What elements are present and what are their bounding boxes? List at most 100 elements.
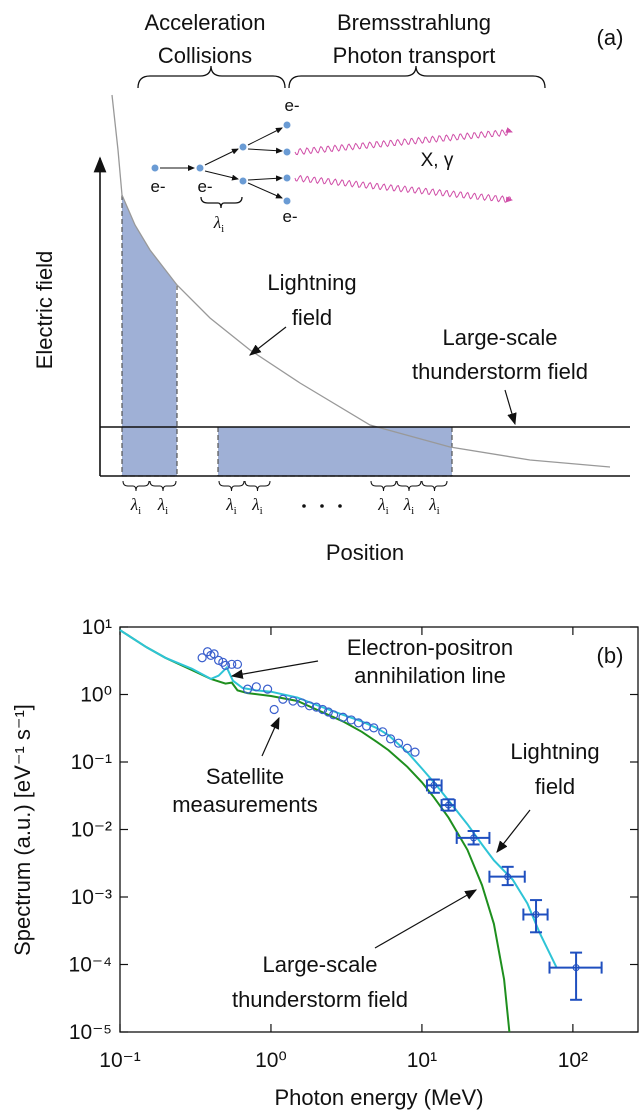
lambda-symbol: λ [130, 495, 138, 514]
measurement-point [197, 653, 207, 663]
measurement-point [378, 727, 388, 737]
measurement-point [278, 694, 288, 704]
curve-label: Large-scale [443, 325, 558, 350]
y-axis-label: Electric field [32, 251, 57, 370]
annotation: Large-scale [263, 952, 378, 977]
lambda-subscript: i [411, 505, 414, 517]
measurement-point [288, 696, 298, 706]
lambda-subscript: i [260, 505, 263, 517]
brace [244, 480, 271, 492]
measurement-point [338, 712, 348, 722]
arrow [504, 389, 517, 426]
curve [119, 629, 558, 969]
stage-label: Photon transport [333, 43, 496, 68]
y-tick-label: 10⁻⁴ [69, 954, 112, 977]
annotation: Electron-positron [347, 635, 513, 660]
photon-label: X, γ [421, 150, 454, 171]
lambda-braces [122, 480, 448, 492]
electron-dots [151, 121, 291, 205]
measurement-point [393, 738, 404, 748]
photon-wave [294, 127, 513, 156]
lambda-symbol: λ [251, 495, 259, 514]
measurement-point [311, 702, 322, 712]
measurement-point [220, 660, 231, 670]
measurement-point [318, 704, 328, 715]
annotation: annihilation line [354, 663, 506, 688]
measurement-point [214, 655, 224, 666]
error-point [445, 801, 453, 809]
lambda-subscript: i [165, 505, 168, 517]
annotation: Satellite [206, 764, 284, 789]
y-tick-label: 10¹ [82, 616, 112, 639]
measurement-point [242, 684, 253, 694]
brace [421, 480, 448, 492]
error-point [532, 911, 540, 919]
stage-label: Collisions [158, 43, 252, 68]
curve-label: field [292, 305, 332, 330]
lambda-label: λi [130, 495, 141, 517]
lambda-label: λi [157, 495, 168, 517]
lambda-subscript: i [386, 505, 389, 517]
arrow [496, 809, 531, 853]
panel-b: 10⁻¹ 10⁰ 10¹ 10² 10⁻⁵ 10⁻⁴ 10⁻³ 10⁻² 10⁻¹ 10⁰ 10¹ P… [10, 616, 639, 1110]
arrow [249, 326, 287, 356]
lambda-symbol: λ [157, 495, 165, 514]
error-point [430, 781, 438, 789]
y-axis-label: Spectrum (a.u.) [eV⁻¹ s⁻¹] [10, 704, 35, 956]
electron-label: e- [282, 207, 297, 226]
y-tick-label: 10⁻¹ [71, 751, 112, 774]
measurement-point [232, 659, 243, 669]
lambda-label: λi [403, 495, 414, 517]
y-tick-label: 10⁻⁵ [69, 1021, 112, 1044]
x-tick-label: 10⁻¹ [99, 1049, 140, 1072]
stage-label: Bremsstrahlung [337, 10, 491, 35]
ellipsis [302, 504, 342, 508]
annotation: Lightning [510, 739, 599, 764]
measurement-point [329, 710, 339, 720]
brace [149, 480, 177, 492]
lambda-label: λi [251, 495, 262, 517]
annotation: thunderstorm field [232, 987, 408, 1012]
y-tick-label: 10⁻² [71, 819, 112, 842]
measurement-point [297, 698, 307, 708]
measurement-point [209, 649, 219, 659]
lambda-label: λi [225, 495, 236, 517]
x-axis-label: Position [326, 540, 404, 565]
curve-label: Lightning [267, 270, 356, 295]
measurement-point [269, 704, 279, 715]
error-point [470, 834, 478, 842]
measurement-point [410, 747, 420, 757]
measurement-point [402, 743, 412, 753]
lambda-symbol: λ [403, 495, 411, 514]
lambda-symbol: λ [428, 495, 436, 514]
y-tick-label: 10⁻³ [71, 886, 112, 909]
measurement-point [251, 682, 261, 692]
measurement-point [385, 734, 396, 744]
x-tick-label: 10¹ [407, 1049, 437, 1072]
lambda-subscript: i [437, 505, 440, 517]
lambda-subscript: i [221, 223, 224, 235]
shaded-region [218, 427, 452, 476]
measurement-point [218, 657, 228, 667]
lambda-subscript: i [234, 505, 237, 517]
brace [218, 480, 245, 492]
electron-label: e- [197, 177, 212, 196]
panel-a: (a) Acceleration Collisions Bremsstrahlu… [32, 10, 630, 565]
stage-label: Acceleration [144, 10, 265, 35]
lambda-subscript: i [138, 505, 141, 517]
measurement-point [227, 659, 237, 669]
panel-label: (b) [597, 643, 624, 668]
brace [396, 480, 422, 492]
lambda-symbol: λ [377, 495, 385, 514]
x-tick-label: 10⁰ [255, 1049, 287, 1072]
electron-label: e- [150, 177, 165, 196]
panel-label: (a) [597, 25, 624, 50]
curve-label: thunderstorm field [412, 359, 588, 384]
arrow [230, 660, 319, 679]
lambda-label: λi [377, 495, 388, 517]
y-tick-label: 10⁰ [80, 684, 112, 707]
x-axis-label: Photon energy (MeV) [274, 1085, 483, 1110]
measurement-point [262, 684, 273, 694]
photon-wave [294, 174, 513, 204]
